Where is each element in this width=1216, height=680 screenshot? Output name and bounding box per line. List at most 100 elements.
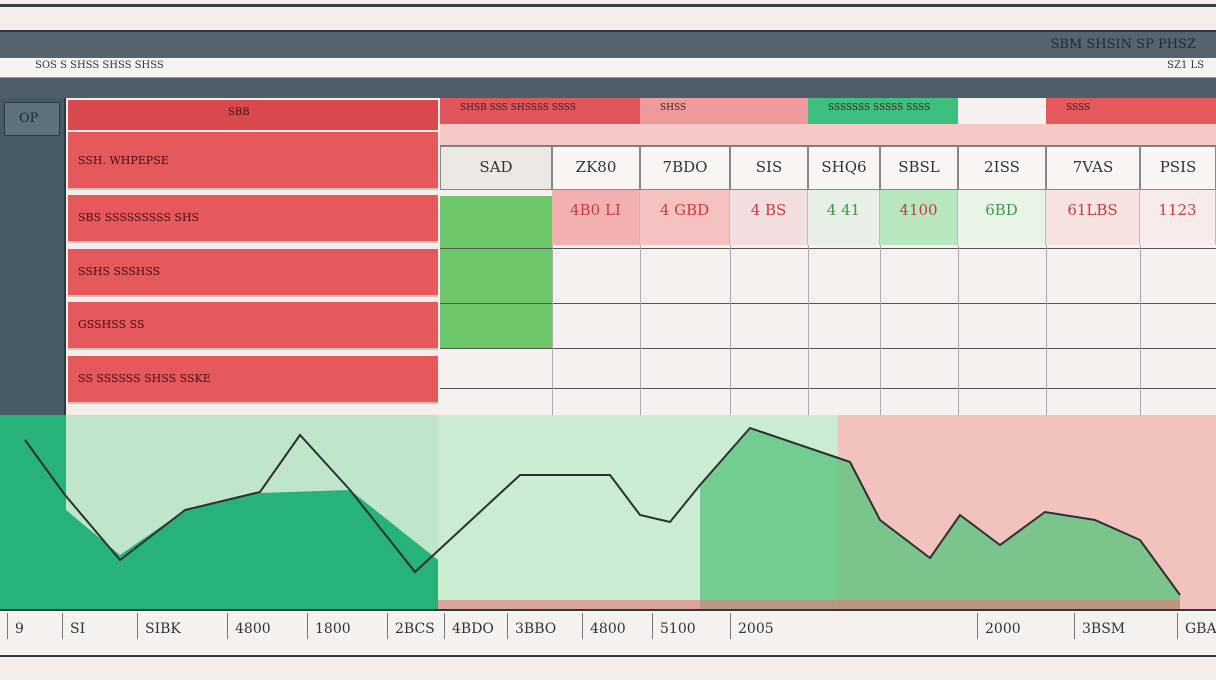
x-tick-label: SI bbox=[70, 621, 86, 637]
left-panel: SBB SSH. WHPEPSE SBS SSSSSSSSS SHS SSHS SSS… bbox=[66, 98, 440, 416]
panel-row[interactable]: SSH. WHPEPSE bbox=[68, 132, 438, 190]
column-header-text: SIS bbox=[755, 158, 783, 176]
column-header-text: ZK80 bbox=[575, 158, 617, 176]
column-header-text: SAD bbox=[479, 158, 513, 176]
chart-bg-dark bbox=[0, 415, 66, 611]
col-line bbox=[1140, 245, 1141, 416]
column-header[interactable]: 7VAS bbox=[1046, 146, 1140, 190]
area-red bbox=[438, 600, 1180, 611]
column-header-text: 2ISS bbox=[984, 158, 1020, 176]
trend-line bbox=[24, 426, 1181, 596]
value-cell: 1123 bbox=[1140, 190, 1216, 245]
x-tick-label: 2005 bbox=[738, 621, 774, 637]
top-bar: SBM SHSIN SP PHSZ bbox=[0, 30, 1216, 58]
x-tick-label: 4BDO bbox=[452, 621, 494, 637]
table-header-text: SSSS bbox=[1066, 103, 1091, 113]
top-border bbox=[0, 4, 1216, 7]
value-cell: 4 GBD bbox=[640, 190, 730, 245]
value-text: 6BD bbox=[985, 201, 1018, 219]
column-header[interactable]: SIS bbox=[730, 146, 808, 190]
x-tick bbox=[1074, 613, 1075, 639]
x-tick-label: 3BBO bbox=[515, 621, 557, 637]
x-tick-label: GBAI bbox=[1185, 621, 1216, 637]
column-header-text: 7VAS bbox=[1072, 158, 1114, 176]
x-tick-label: 5100 bbox=[660, 621, 696, 637]
x-tick bbox=[507, 613, 508, 639]
table-header-cell: SSSSSSS SSSSS SSSS bbox=[808, 98, 958, 124]
col-line bbox=[640, 245, 641, 416]
value-text: 4 41 bbox=[826, 201, 861, 219]
panel-row[interactable]: SS SSSSSS SHSS SSKE bbox=[68, 356, 438, 404]
column-header[interactable]: 7BDO bbox=[640, 146, 730, 190]
table-header-cell: SHSS bbox=[640, 98, 808, 124]
col-line bbox=[880, 245, 881, 416]
panel-row[interactable]: SBS SSSSSSSSS SHS bbox=[68, 195, 438, 243]
x-tick-label: 4800 bbox=[590, 621, 626, 637]
column-header[interactable]: ZK80 bbox=[552, 146, 640, 190]
value-text: 61LBS bbox=[1067, 201, 1118, 219]
table-header-cell: SSSS bbox=[1046, 98, 1216, 124]
sub-bar-left: SOS S SHSS SHSS SHSS bbox=[35, 60, 164, 71]
sidebar-tab[interactable]: OP bbox=[4, 102, 60, 136]
x-tick-label: 1800 bbox=[315, 621, 351, 637]
x-tick bbox=[307, 613, 308, 639]
col-line bbox=[808, 245, 809, 416]
sidebar-label: OP bbox=[19, 111, 39, 126]
area bbox=[66, 490, 438, 611]
col-line bbox=[552, 245, 553, 416]
value-text: 4B0 LI bbox=[570, 201, 621, 219]
column-header[interactable]: SBSL bbox=[880, 146, 958, 190]
panel-row-label: GSSHSS SS bbox=[78, 318, 145, 331]
column-header-text: SHQ6 bbox=[821, 158, 867, 176]
x-tick-label: 3BSM bbox=[1082, 621, 1126, 637]
x-tick bbox=[227, 613, 228, 639]
table-subheader bbox=[440, 124, 1216, 146]
x-tick bbox=[7, 613, 8, 639]
panel-row-label: SSH. WHPEPSE bbox=[78, 154, 169, 167]
dark-band bbox=[0, 78, 1216, 98]
column-header-text: 7BDO bbox=[662, 158, 708, 176]
panel-header-text: SBB bbox=[228, 107, 250, 118]
column-header[interactable]: SAD bbox=[440, 146, 552, 190]
x-tick bbox=[62, 613, 63, 639]
column-header-text: SBSL bbox=[898, 158, 940, 176]
green-cell bbox=[440, 196, 552, 348]
panel-row-label: SS SSSSSS SHSS SSKE bbox=[78, 372, 211, 385]
x-tick bbox=[444, 613, 445, 639]
x-tick-label: 2BCS bbox=[395, 621, 435, 637]
x-tick bbox=[137, 613, 138, 639]
x-tick bbox=[1177, 613, 1178, 639]
x-tick-label: SIBK bbox=[145, 621, 181, 637]
x-tick-label: 9 bbox=[15, 621, 24, 637]
area bbox=[700, 428, 1180, 611]
table-header-cell: SHSB SSS SHSSSS SSSS bbox=[440, 98, 640, 124]
sub-bar-right: SZ1 LS bbox=[1167, 60, 1204, 71]
x-tick-label: 2000 bbox=[985, 621, 1021, 637]
top-bar-text: SBM SHSIN SP PHSZ bbox=[1050, 37, 1196, 52]
sidebar: OP bbox=[0, 98, 66, 416]
column-header-text: PSIS bbox=[1159, 158, 1197, 176]
value-text: 1123 bbox=[1158, 201, 1197, 219]
col-line bbox=[958, 245, 959, 416]
column-header[interactable]: PSIS bbox=[1140, 146, 1216, 190]
column-header[interactable]: 2ISS bbox=[958, 146, 1046, 190]
row-line bbox=[440, 388, 1216, 389]
value-cell: 4 41 bbox=[808, 190, 880, 245]
value-cell: 61LBS bbox=[1046, 190, 1140, 245]
panel-row[interactable]: SSHS SSSHSS bbox=[68, 249, 438, 297]
sub-bar: SOS S SHSS SHSS SHSS SZ1 LS bbox=[0, 58, 1216, 78]
value-cell: 4B0 LI bbox=[552, 190, 640, 245]
line-chart bbox=[0, 415, 1216, 611]
column-header[interactable]: SHQ6 bbox=[808, 146, 880, 190]
table-header-text: SHSB SSS SHSSSS SSSS bbox=[460, 103, 576, 113]
value-cell: 4100 bbox=[880, 190, 958, 245]
col-line bbox=[730, 245, 731, 416]
panel-header: SBB bbox=[68, 100, 438, 130]
panel-row-label: SSHS SSSHSS bbox=[78, 265, 161, 278]
panel-row-label: SBS SSSSSSSSS SHS bbox=[78, 211, 200, 224]
x-axis: 9 SI SIBK 4800 1800 2BCS 4BDO 3BBO 4800 5100 2005 2… bbox=[0, 611, 1216, 657]
x-tick-label: 4800 bbox=[235, 621, 271, 637]
value-text: 4 GBD bbox=[659, 201, 710, 219]
panel-row[interactable]: GSSHSS SS bbox=[68, 302, 438, 350]
